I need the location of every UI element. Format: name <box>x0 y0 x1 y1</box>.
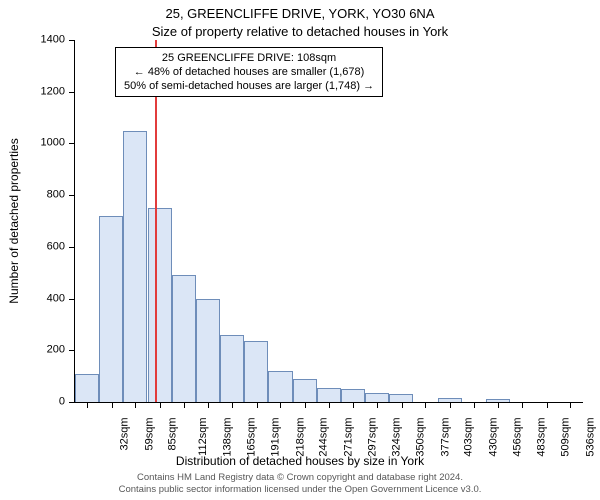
y-tick <box>69 402 75 403</box>
annotation-line: 25 GREENCLIFFE DRIVE: 108sqm <box>124 51 374 65</box>
y-tick <box>69 92 75 93</box>
x-tick <box>305 402 306 408</box>
x-tick <box>87 402 88 408</box>
x-tick <box>208 402 209 408</box>
chart-suptitle: 25, GREENCLIFFE DRIVE, YORK, YO30 6NA <box>0 6 600 21</box>
histogram-bar <box>196 299 220 402</box>
y-tick-label: 800 <box>19 190 65 201</box>
x-tick-label: 403sqm <box>464 418 475 457</box>
x-tick <box>450 402 451 408</box>
x-tick-label: 430sqm <box>489 418 500 457</box>
x-axis-label: Distribution of detached houses by size … <box>0 454 600 468</box>
histogram-bar <box>293 379 317 402</box>
x-tick <box>184 402 185 408</box>
x-tick <box>112 402 113 408</box>
annotation-line: 50% of semi-detached houses are larger (… <box>124 79 374 93</box>
y-axis-label: Number of detached properties <box>7 138 21 303</box>
x-tick <box>353 402 354 408</box>
x-tick-label: 456sqm <box>512 418 523 457</box>
x-tick-label: 112sqm <box>198 418 209 456</box>
y-tick <box>69 350 75 351</box>
footer-line-1: Contains HM Land Registry data © Crown c… <box>0 472 600 484</box>
x-tick <box>498 402 499 408</box>
x-tick-label: 138sqm <box>222 418 233 457</box>
histogram-bar <box>365 393 389 402</box>
histogram-bar <box>317 388 341 402</box>
figure: 25, GREENCLIFFE DRIVE, YORK, YO30 6NA Si… <box>0 0 600 500</box>
x-tick <box>522 402 523 408</box>
histogram-bar <box>220 335 244 402</box>
x-tick-label: 85sqm <box>168 418 179 451</box>
x-tick <box>377 402 378 408</box>
x-tick-label: 350sqm <box>416 418 427 457</box>
x-tick-label: 377sqm <box>440 418 451 457</box>
x-tick <box>160 402 161 408</box>
y-tick-label: 200 <box>19 345 65 356</box>
histogram-bar <box>268 371 292 402</box>
x-tick <box>547 402 548 408</box>
x-tick <box>257 402 258 408</box>
x-tick <box>232 402 233 408</box>
annotation-line: ← 48% of detached houses are smaller (1,… <box>124 65 374 79</box>
y-tick <box>69 195 75 196</box>
chart-title: Size of property relative to detached ho… <box>0 24 600 39</box>
histogram-bar <box>341 389 365 402</box>
x-tick <box>474 402 475 408</box>
histogram-bar <box>123 131 147 403</box>
x-tick <box>425 402 426 408</box>
y-tick <box>69 143 75 144</box>
histogram-bar <box>389 394 413 402</box>
x-tick-label: 59sqm <box>144 418 155 451</box>
y-tick-label: 1000 <box>19 138 65 149</box>
x-tick <box>135 402 136 408</box>
x-tick-label: 483sqm <box>537 418 548 457</box>
y-tick-label: 1400 <box>19 35 65 46</box>
x-tick-label: 324sqm <box>392 418 403 457</box>
annotation-box: 25 GREENCLIFFE DRIVE: 108sqm← 48% of det… <box>115 47 383 97</box>
x-tick-label: 218sqm <box>295 418 306 457</box>
x-tick-label: 165sqm <box>247 418 258 457</box>
footer-attribution: Contains HM Land Registry data © Crown c… <box>0 472 600 496</box>
x-tick-label: 271sqm <box>344 418 355 457</box>
footer-line-2: Contains public sector information licen… <box>0 484 600 496</box>
x-tick <box>570 402 571 408</box>
x-tick <box>329 402 330 408</box>
x-tick-label: 509sqm <box>561 418 572 457</box>
x-tick-label: 297sqm <box>367 418 378 457</box>
y-tick <box>69 247 75 248</box>
x-tick <box>402 402 403 408</box>
x-tick-label: 536sqm <box>585 418 596 457</box>
y-tick-label: 0 <box>19 397 65 408</box>
x-tick-label: 32sqm <box>120 418 131 451</box>
x-tick-label: 244sqm <box>319 418 330 457</box>
histogram-bar <box>244 341 268 402</box>
x-tick-label: 191sqm <box>271 418 282 457</box>
y-tick-label: 1200 <box>19 86 65 97</box>
y-tick-label: 600 <box>19 241 65 252</box>
histogram-bar <box>172 275 196 402</box>
histogram-bar <box>75 374 99 402</box>
y-tick <box>69 40 75 41</box>
y-tick-label: 400 <box>19 293 65 304</box>
histogram-bar <box>148 208 172 402</box>
x-tick <box>280 402 281 408</box>
y-tick <box>69 299 75 300</box>
histogram-bar <box>99 216 123 402</box>
